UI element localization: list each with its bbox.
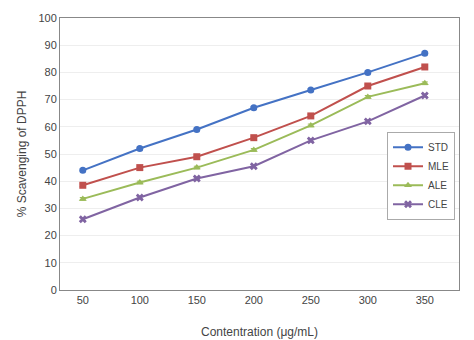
svg-text:90: 90 <box>45 39 57 51</box>
svg-text:40: 40 <box>45 175 57 187</box>
svg-text:MLE: MLE <box>428 161 449 172</box>
svg-text:0: 0 <box>51 284 57 296</box>
svg-text:CLE: CLE <box>428 199 448 210</box>
svg-text:300: 300 <box>359 294 377 306</box>
svg-text:% Scavenging of DPPH: % Scavenging of DPPH <box>15 91 29 218</box>
svg-text:10: 10 <box>45 257 57 269</box>
svg-text:ALE: ALE <box>428 180 447 191</box>
svg-text:50: 50 <box>45 148 57 160</box>
svg-text:200: 200 <box>245 294 263 306</box>
svg-text:350: 350 <box>416 294 434 306</box>
svg-text:250: 250 <box>302 294 320 306</box>
svg-text:80: 80 <box>45 66 57 78</box>
svg-text:100: 100 <box>131 294 149 306</box>
svg-text:STD: STD <box>428 142 448 153</box>
svg-text:150: 150 <box>188 294 206 306</box>
svg-text:100: 100 <box>38 12 56 24</box>
svg-text:50: 50 <box>77 294 89 306</box>
svg-text:20: 20 <box>45 229 57 241</box>
svg-text:70: 70 <box>45 93 57 105</box>
svg-text:60: 60 <box>45 121 57 133</box>
svg-text:Contentration (μg/mL): Contentration (μg/mL) <box>201 325 318 339</box>
svg-text:30: 30 <box>45 202 57 214</box>
